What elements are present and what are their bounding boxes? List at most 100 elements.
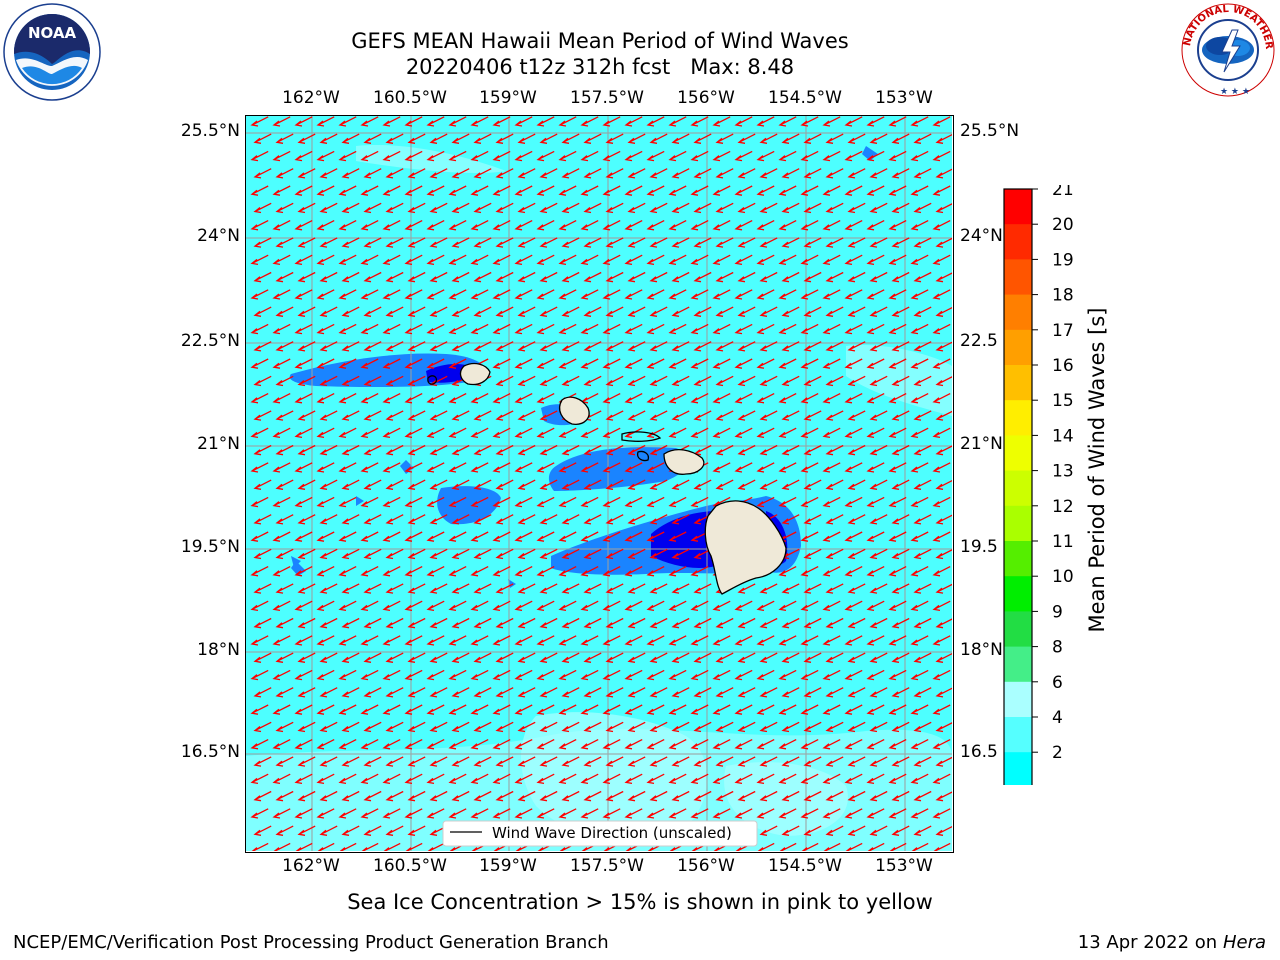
wind-arrow: [558, 150, 577, 162]
lon-label: 156°W: [677, 856, 735, 876]
wind-arrow: [913, 825, 932, 836]
wind-arrow: [756, 773, 775, 785]
wind-arrow: [316, 635, 335, 646]
wind-arrow: [297, 271, 316, 283]
island-oahu: [558, 396, 590, 425]
wind-arrow: [844, 393, 863, 404]
wind-arrow: [649, 375, 668, 387]
wind-arrow: [602, 393, 621, 404]
wind-arrow: [693, 168, 712, 179]
wind-arrow: [426, 739, 445, 750]
wind-arrow: [429, 479, 448, 490]
lat-label-left: 21°N: [197, 434, 240, 454]
lat-label-right: 21°N: [960, 434, 1003, 454]
wind-arrow: [910, 600, 929, 612]
wind-arrow: [517, 237, 536, 248]
wind-arrow: [778, 462, 797, 473]
wind-arrow: [649, 790, 668, 802]
lat-label-right: 25.5°N: [960, 121, 1020, 141]
wind-arrow: [825, 790, 844, 802]
wind-arrow: [800, 531, 819, 542]
wind-arrow: [539, 410, 558, 421]
wind-arrow: [825, 721, 844, 733]
wind-arrow: [847, 133, 866, 144]
colorbar-segment: [1004, 611, 1032, 648]
wind-arrow: [756, 496, 775, 508]
wind-arrow: [470, 289, 489, 300]
wind-arrow: [382, 220, 401, 231]
wind-arrow: [646, 254, 665, 266]
wind-arrow: [800, 289, 819, 300]
wind-arrow: [319, 444, 338, 456]
wind-arrow: [869, 202, 888, 214]
wind-arrow: [451, 652, 470, 663]
wind-arrow: [360, 150, 379, 162]
wind-arrow: [866, 150, 885, 162]
wind-arrow: [580, 739, 599, 750]
wind-arrow: [869, 168, 888, 179]
wind-arrow: [756, 808, 775, 819]
wind-arrow: [451, 583, 470, 594]
wind-arrow: [932, 150, 951, 162]
wind-arrow: [869, 583, 888, 594]
wind-arrow: [451, 271, 470, 283]
wind-arrow: [492, 566, 511, 577]
wind-arrow: [913, 306, 932, 317]
wind-arrow: [778, 116, 797, 127]
wind-arrow: [935, 790, 953, 802]
wind-arrow: [822, 669, 841, 681]
wind-arrow: [734, 254, 753, 266]
wind-arrow: [275, 825, 294, 836]
wind-arrow: [319, 721, 338, 733]
footer-machine: Hera: [1222, 932, 1266, 953]
wind-arrow: [473, 410, 492, 421]
wind-arrow: [935, 825, 953, 836]
wind-arrow: [605, 306, 624, 317]
wind-arrow: [514, 323, 533, 335]
wind-arrow: [888, 635, 907, 646]
nws-logo: NATIONAL WEATHER SERVICE ★ ★ ★: [1176, 0, 1276, 98]
wind-arrow: [253, 237, 272, 248]
wind-arrow: [407, 410, 426, 421]
wind-arrow: [756, 220, 775, 231]
wind-arrow: [602, 739, 621, 750]
wind-arrow: [803, 756, 822, 767]
wind-arrow: [407, 237, 426, 248]
wind-arrow: [803, 410, 822, 421]
wind-arrow: [539, 514, 558, 525]
wind-arrow: [602, 462, 621, 473]
wind-arrow: [382, 739, 401, 750]
wind-arrow: [297, 202, 316, 214]
wind-arrow: [649, 133, 668, 144]
wind-arrow: [580, 496, 599, 508]
wind-arrow: [646, 116, 665, 127]
wind-arrow: [426, 600, 445, 612]
wind-arrow: [913, 444, 932, 456]
wind-arrow: [360, 220, 379, 231]
wind-arrow: [822, 116, 841, 127]
wind-arrow: [294, 635, 313, 646]
lat-label-left: 22.5°N: [180, 331, 240, 351]
wind-arrow: [649, 410, 668, 421]
wind-arrow: [580, 600, 599, 612]
wind-arrow: [649, 271, 668, 283]
wind-arrow: [935, 202, 953, 214]
wind-arrow: [426, 150, 445, 162]
wind-arrow: [539, 583, 558, 594]
wind-arrow: [316, 600, 335, 612]
wind-arrow: [737, 479, 756, 490]
wind-arrow: [778, 496, 797, 508]
wind-arrow: [407, 444, 426, 456]
wind-arrow: [495, 617, 514, 629]
wind-arrow: [253, 444, 272, 456]
wind-arrow: [649, 721, 668, 733]
wind-arrow: [825, 410, 844, 421]
wind-arrow: [382, 289, 401, 300]
wind-arrow: [539, 341, 558, 352]
wind-arrow: [426, 254, 445, 266]
wind-arrow: [338, 358, 357, 369]
wind-arrow: [558, 358, 577, 369]
wind-arrow: [275, 133, 294, 144]
wind-arrow: [558, 323, 577, 335]
wind-arrow: [360, 496, 379, 508]
